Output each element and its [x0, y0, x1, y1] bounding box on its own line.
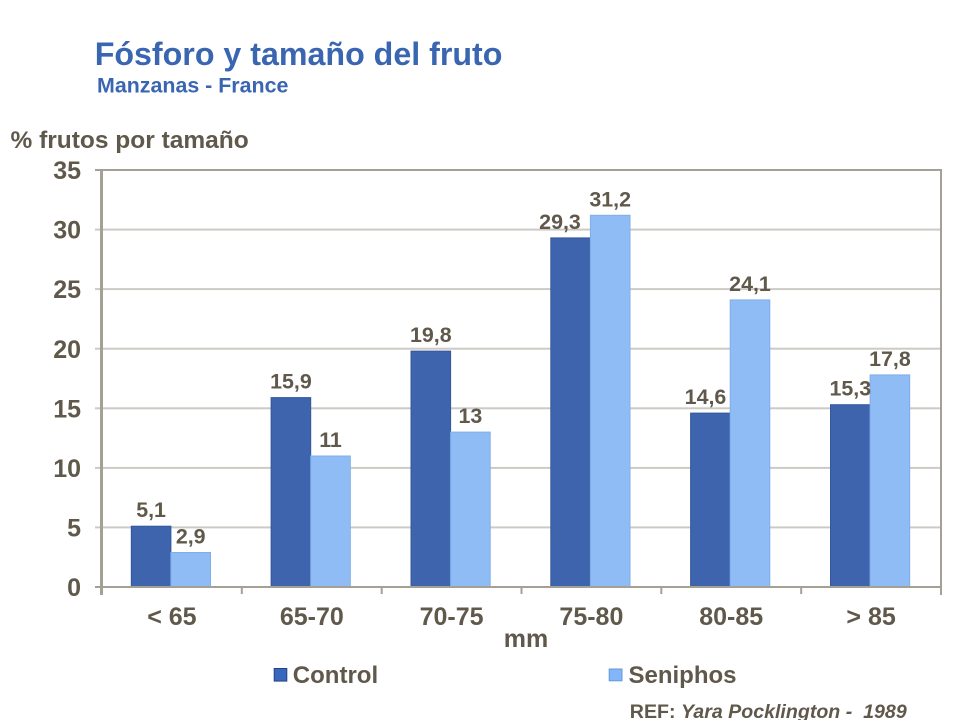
- svg-text:70-75: 70-75: [420, 603, 484, 631]
- svg-text:11: 11: [319, 428, 342, 452]
- svg-text:29,3: 29,3: [539, 210, 581, 234]
- svg-text:0: 0: [67, 574, 81, 602]
- svg-text:25: 25: [53, 276, 81, 304]
- svg-text:Seniphos: Seniphos: [629, 662, 737, 689]
- svg-text:14,6: 14,6: [685, 385, 727, 409]
- svg-text:15,3: 15,3: [829, 377, 871, 401]
- svg-text:> 85: > 85: [846, 603, 895, 631]
- svg-text:30: 30: [53, 217, 81, 245]
- svg-text:35: 35: [53, 157, 81, 185]
- svg-text:mm: mm: [504, 625, 548, 653]
- svg-text:13: 13: [459, 404, 483, 428]
- svg-text:15: 15: [53, 395, 81, 423]
- svg-text:15,9: 15,9: [270, 370, 312, 394]
- svg-text:Control: Control: [293, 662, 378, 689]
- svg-text:2,9: 2,9: [176, 525, 206, 549]
- svg-text:75-80: 75-80: [559, 603, 623, 631]
- svg-text:% frutos por tamaño: % frutos por tamaño: [11, 127, 249, 154]
- svg-text:31,2: 31,2: [589, 187, 631, 211]
- svg-text:Fósforo y tamaño del fruto: Fósforo y tamaño del fruto: [95, 36, 503, 72]
- svg-text:5,1: 5,1: [136, 498, 166, 522]
- svg-text:19,8: 19,8: [410, 323, 452, 347]
- svg-text:17,8: 17,8: [869, 347, 911, 371]
- svg-text:80-85: 80-85: [699, 603, 763, 631]
- svg-text:24,1: 24,1: [729, 272, 771, 296]
- svg-text:20: 20: [53, 336, 81, 364]
- svg-text:< 65: < 65: [147, 603, 196, 631]
- svg-text:Manzanas - France: Manzanas - France: [97, 74, 288, 98]
- svg-text:65-70: 65-70: [280, 603, 344, 631]
- svg-text:5: 5: [67, 515, 81, 543]
- svg-text:REF: Yara Pocklington - 1989: REF: Yara Pocklington - 1989: [630, 701, 907, 720]
- svg-text:10: 10: [53, 455, 81, 483]
